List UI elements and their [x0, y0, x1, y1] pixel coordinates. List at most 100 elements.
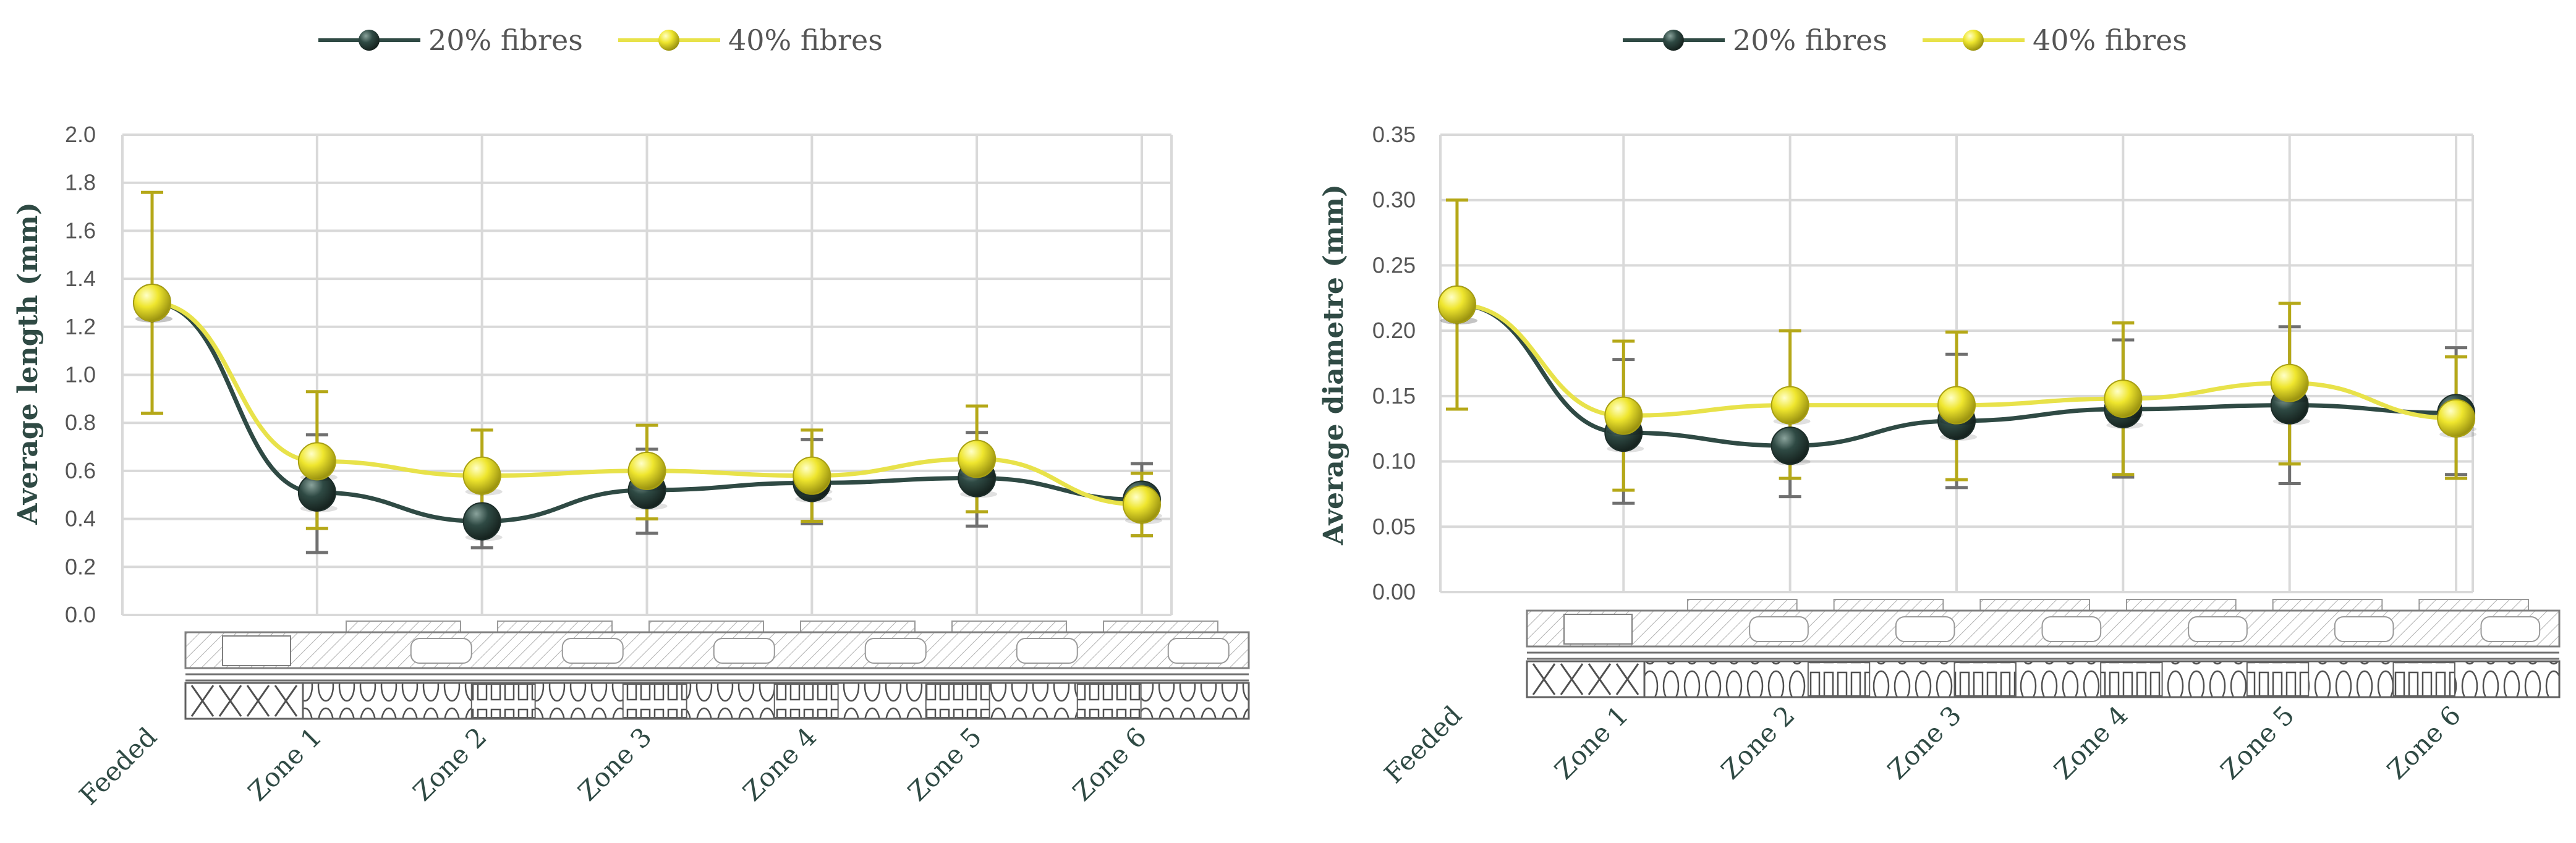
screw-flight: [274, 685, 298, 717]
y-tick-label: 0.25: [1372, 252, 1416, 277]
barrel-port: [410, 638, 472, 664]
y-tick-label: 0.0: [65, 602, 96, 627]
y-tick-label: 0.30: [1372, 187, 1416, 213]
extruder-diagram: [184, 621, 1250, 720]
screw-flight: [1532, 663, 1556, 695]
y-axis-title: Average diametre (mm): [1318, 184, 1350, 546]
x-category-label: Zone 3: [1882, 700, 1967, 785]
y-tick-label: 0.20: [1372, 318, 1416, 343]
barrel-flange: [2418, 599, 2529, 611]
barrel-port: [561, 638, 624, 664]
data-point-40: [1770, 386, 1809, 425]
data-point-40: [1437, 285, 1476, 324]
kneading-block: [2246, 662, 2310, 697]
y-tick-labels: 0.0 0.2 0.4 0.6 0.8 1.0 1.2 1.4 1.6 1.8 2.0: [65, 122, 96, 627]
x-category-label: Feeded: [1379, 700, 1468, 789]
y-tick-label: 0.4: [65, 506, 96, 532]
y-tick-label: 0.8: [65, 410, 96, 435]
barrel-flange: [951, 621, 1067, 633]
y-tick-label: 0.2: [65, 554, 96, 579]
feed-opening: [1563, 614, 1633, 645]
x-category-label: Zone 5: [902, 721, 987, 807]
barrel-flange: [1979, 599, 2090, 611]
gridlines: [121, 133, 1173, 616]
legend: 20% fibres 40% fibres: [1623, 23, 2187, 57]
data-point-40: [1604, 396, 1643, 435]
x-category-label: Zone 2: [1715, 700, 1801, 785]
legend: 20% fibres 40% fibres: [318, 23, 883, 57]
legend-swatch-marker-20: [359, 30, 380, 51]
y-tick-label: 0.35: [1372, 122, 1416, 147]
legend-label-20: 20% fibres: [1733, 23, 1887, 57]
x-category-label: Zone 5: [2215, 700, 2300, 785]
barrel-port: [2480, 616, 2541, 642]
y-tick-label: 0.10: [1372, 449, 1416, 474]
kneading-block: [1076, 684, 1142, 718]
barrel-flange: [1103, 621, 1218, 633]
x-category-label: Zone 1: [242, 721, 328, 807]
kneading-block: [622, 684, 687, 718]
kneading-block: [1807, 662, 1871, 697]
data-point-20: [462, 502, 501, 541]
x-category-label: Zone 3: [572, 721, 657, 807]
y-tick-label: 1.2: [65, 314, 96, 339]
legend-swatch-marker-20: [1663, 30, 1684, 51]
y-tick-label: 0.15: [1372, 383, 1416, 409]
data-point-40: [627, 451, 666, 490]
barrel-port: [2334, 616, 2394, 642]
kneading-block: [2392, 662, 2455, 697]
y-tick-label: 0.00: [1372, 579, 1416, 604]
barrel-port: [1895, 616, 1955, 642]
barrel-port: [2188, 616, 2248, 642]
x-category-label: Feeded: [74, 721, 163, 810]
kneading-block: [773, 684, 839, 718]
y-tick-label: 1.4: [65, 266, 96, 291]
barrel-port: [1167, 638, 1230, 664]
screw-flight: [1588, 663, 1612, 695]
screw-flight: [246, 685, 270, 717]
y-tick-label: 0.05: [1372, 514, 1416, 539]
x-category-label: Zone 4: [2048, 700, 2133, 785]
barrel-port: [1016, 638, 1078, 664]
y-tick-label: 1.8: [65, 170, 96, 195]
y-tick-label: 1.0: [65, 362, 96, 388]
legend-label-40: 40% fibres: [728, 23, 883, 57]
data-point-40: [2270, 363, 2309, 402]
data-point-40: [958, 439, 997, 478]
feed-opening: [222, 635, 291, 666]
screw-flight: [1615, 663, 1639, 695]
screw-feed-section: [1526, 660, 1646, 698]
x-category-label: Zone 4: [737, 721, 822, 807]
y-tick-label: 0.6: [65, 458, 96, 483]
barrel-flange: [648, 621, 764, 633]
barrel-port: [2041, 616, 2102, 642]
barrel-flange: [497, 621, 613, 633]
data-point-40: [462, 456, 501, 495]
data-point-40: [793, 456, 831, 495]
data-point-40: [297, 442, 336, 481]
x-category-label: Zone 1: [1549, 700, 1634, 785]
screw-flight: [218, 685, 242, 717]
barrel-flange: [2126, 599, 2237, 611]
data-point-20: [1770, 426, 1809, 465]
data-point-40: [1937, 386, 1976, 425]
chart-average-diametre: 20% fibres 40% fibres 0.000.050.100.150.…: [1318, 23, 2561, 789]
kneading-block: [470, 684, 536, 718]
kneading-block: [1953, 662, 2017, 697]
barrel-flange: [1833, 599, 1944, 611]
y-tick-labels: 0.00 0.05 0.10 0.15 0.20 0.25 0.30 0.35: [1372, 122, 1416, 604]
chart-average-length: 20% fibres 40% fibres 0.0 0.2 0.4 0.6 0.8 1.0…: [12, 23, 1250, 811]
data-point-40: [2104, 379, 2143, 418]
barrel-flange: [1687, 599, 1798, 611]
barrel-port: [713, 638, 775, 664]
barrel-flange: [800, 621, 916, 633]
barrel-port: [864, 638, 927, 664]
x-category-labels: Feeded Zone 1 Zone 2 Zone 3 Zone 4 Zone 5 Zone…: [74, 721, 1152, 810]
x-category-label: Zone 6: [1067, 721, 1152, 807]
barrel-flange: [346, 621, 461, 633]
gridlines: [1439, 133, 2474, 593]
extruder-diagram: [1526, 599, 2561, 698]
x-category-label: Zone 6: [2381, 700, 2467, 785]
x-category-label: Zone 2: [407, 721, 493, 807]
